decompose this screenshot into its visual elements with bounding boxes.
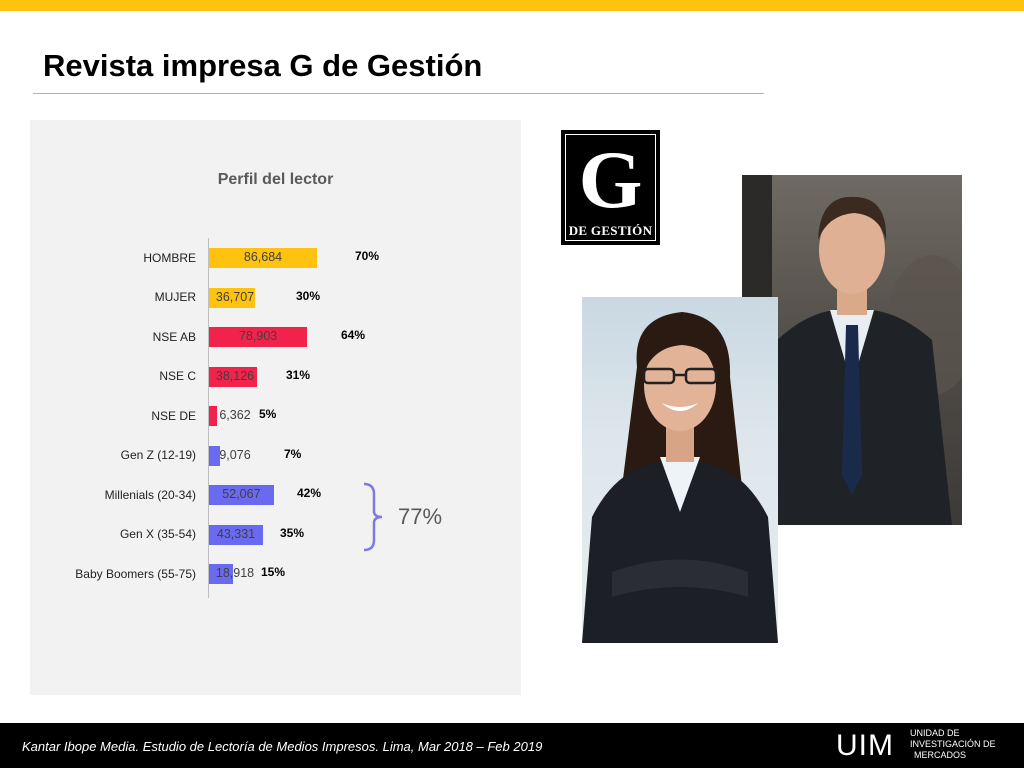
uim-unit-line-3: MERCADOS — [914, 750, 967, 760]
source-note: Kantar Ibope Media. Estudio de Lectoría … — [22, 739, 543, 754]
bar-gen-x-35-54 — [209, 524, 263, 545]
bar-nse-de — [209, 406, 217, 426]
businessman-photo — [742, 175, 962, 525]
category-label-millenials-20-34: Millenials (20-34) — [104, 487, 196, 502]
uim-logo: UIM — [836, 729, 894, 762]
businesswoman-photo — [582, 297, 778, 643]
percent-label-millenials-20-34: 42% — [297, 486, 322, 500]
businesswoman-illustration — [582, 312, 778, 643]
uim-unit-name: UNIDAD DE INVESTIGACIÓN DE MERCADOS — [910, 728, 996, 761]
footer-bar: Kantar Ibope Media. Estudio de Lectoría … — [0, 723, 1024, 768]
g-de-gestion-logo: G DE GESTIÓN — [561, 130, 660, 245]
group-annotation: 77% — [398, 504, 443, 529]
category-label-gen-z-12-19: Gen Z (12-19) — [120, 448, 196, 462]
value-label-baby-boomers-55-75: 18,918 — [215, 566, 255, 580]
bar-gen-z-12-19 — [209, 445, 221, 466]
category-label-nse-c: NSE C — [159, 369, 196, 383]
title-divider — [33, 93, 764, 94]
value-label-nse-c: 38,126 — [215, 368, 255, 383]
percent-label-nse-ab: 64% — [341, 328, 366, 342]
bar-nse-c — [209, 366, 257, 387]
percent-label-mujer: 30% — [296, 288, 321, 303]
category-label-nse-ab: NSE AB — [152, 329, 196, 344]
uim-unit-line-2: INVESTIGACIÓN DE — [910, 739, 996, 749]
bar-mujer — [209, 287, 255, 308]
value-label-gen-z-12-19: 9,076 — [219, 447, 251, 462]
logo-letter: G — [578, 134, 643, 225]
category-label-hombre: HOMBRE — [143, 250, 196, 265]
group-brace — [363, 482, 383, 552]
category-axis — [208, 238, 209, 598]
reader-profile-chart: Perfil del lector 77% HOMBRE 86,684 70% MUJ… — [30, 120, 521, 695]
value-label-nse-de: 6,362 — [219, 408, 251, 422]
logo-wordmark: DE GESTIÓN — [568, 223, 653, 238]
value-label-hombre: 86,684 — [243, 250, 283, 264]
category-label-gen-x-35-54: Gen X (35-54) — [119, 527, 196, 541]
bar-baby-boomers-55-75 — [209, 564, 233, 584]
value-label-nse-ab: 78,903 — [239, 329, 278, 343]
bar-millenials-20-34 — [209, 485, 274, 505]
percent-label-gen-x-35-54: 35% — [280, 525, 305, 540]
percent-label-hombre: 70% — [355, 249, 380, 263]
value-label-gen-x-35-54: 43,331 — [216, 526, 256, 541]
category-label-baby-boomers-55-75: Baby Boomers (55-75) — [75, 566, 196, 581]
percent-label-nse-de: 5% — [259, 407, 277, 421]
chart-title: Perfil del lector — [217, 171, 334, 188]
bar-nse-ab — [209, 327, 308, 347]
uim-unit-line-1: UNIDAD DE — [910, 728, 960, 738]
page-title: Revista impresa G de Gestión — [43, 48, 483, 83]
value-label-mujer: 36,707 — [215, 289, 255, 304]
percent-label-baby-boomers-55-75: 15% — [261, 565, 286, 579]
percent-label-nse-c: 31% — [286, 367, 311, 382]
category-label-mujer: MUJER — [154, 290, 196, 304]
businessman-illustration — [742, 175, 962, 525]
top-accent-bar — [0, 0, 1024, 11]
category-label-nse-de: NSE DE — [151, 408, 196, 423]
bar-hombre — [209, 248, 317, 268]
percent-label-gen-z-12-19: 7% — [284, 446, 302, 461]
value-label-millenials-20-34: 52,067 — [222, 487, 261, 501]
